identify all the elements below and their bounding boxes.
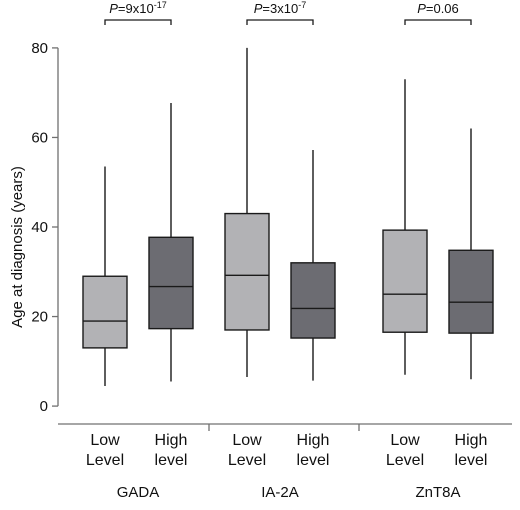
box-low [82,166,128,386]
p-value-label: P=0.06 [417,1,459,16]
significance-bracket [104,19,172,25]
y-tick-label: 20 [31,309,48,326]
box-iqr [290,262,336,339]
box-group-ia-2a: P=3x10-7 [224,0,336,381]
significance-bracket [404,19,472,25]
box-low [224,47,270,377]
significance-bracket [246,19,314,25]
group-label: IA-2A [261,484,299,501]
p-value-label: P=3x10-7 [254,0,306,16]
group-label: GADA [117,484,160,501]
box-group-gada: P=9x10-17 [82,0,194,386]
y-tick-label: 80 [31,40,48,57]
category-label: High level [155,432,188,469]
box-iqr [382,229,428,333]
x-axis: Low Level High level GADA Low Level High level IA… [58,423,512,501]
category-label: High level [455,432,488,469]
box-high [148,102,194,382]
category-label: Low Level [386,432,424,469]
plot-area: P=9x10-17 P=3x10-7 P=0.06 [82,0,494,386]
box-iqr [448,249,494,334]
box-low [382,79,428,375]
box-iqr [82,275,128,349]
p-value-label: P=9x10-17 [109,0,166,16]
y-tick-label: 40 [31,219,48,236]
y-tick-label: 0 [40,398,48,415]
y-tick-label: 60 [31,129,48,146]
category-label: Low Level [228,432,266,469]
box-high [448,128,494,380]
box-group-znt8a: P=0.06 [382,1,494,380]
category-label: Low Level [86,432,124,469]
y-axis: 0 20 40 60 80 [31,40,59,415]
box-iqr [224,212,270,331]
y-axis-label: Age at diagnosis (years) [9,166,26,328]
group-label: ZnT8A [415,484,460,501]
box-iqr [148,236,194,330]
category-label: High level [297,432,330,469]
box-high [290,149,336,381]
